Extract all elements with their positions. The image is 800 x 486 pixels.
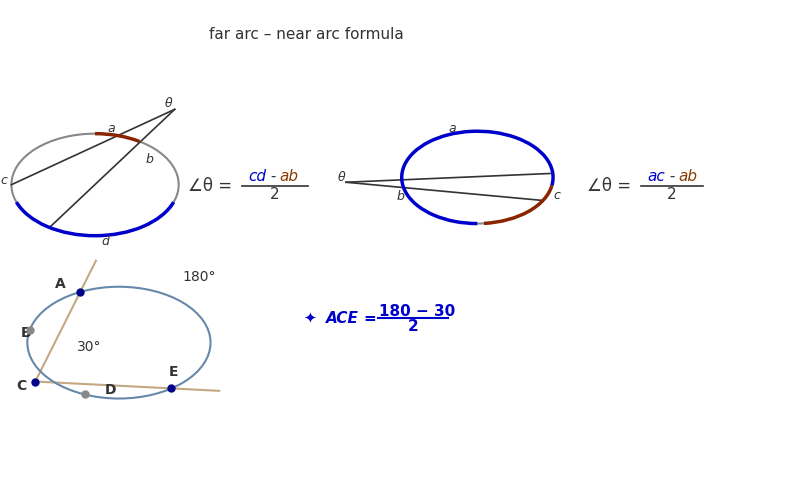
Text: θ: θ [165, 97, 172, 109]
Text: A: A [55, 278, 66, 291]
Text: ab: ab [678, 170, 697, 184]
Text: 2: 2 [407, 319, 418, 333]
Text: c: c [0, 174, 7, 187]
Text: a: a [107, 122, 114, 135]
Text: ∠θ =: ∠θ = [586, 176, 630, 195]
Text: 30°: 30° [78, 341, 102, 354]
Text: D: D [106, 383, 117, 397]
Text: d: d [102, 235, 110, 248]
Text: E: E [168, 365, 178, 379]
Text: 180°: 180° [182, 270, 216, 284]
Text: ac: ac [647, 170, 665, 184]
Text: -: - [665, 170, 680, 184]
Text: 180 − 30: 180 − 30 [379, 304, 456, 318]
Text: c: c [554, 190, 561, 202]
Text: ✦: ✦ [304, 311, 317, 326]
Text: a: a [448, 122, 456, 135]
Text: ACE: ACE [326, 311, 359, 326]
Text: ab: ab [280, 170, 299, 184]
Text: b: b [146, 153, 153, 166]
Text: 2: 2 [270, 187, 280, 202]
Text: B: B [21, 326, 31, 340]
Text: cd: cd [249, 170, 266, 184]
Text: b: b [396, 191, 404, 203]
Text: θ: θ [338, 171, 346, 184]
Text: =: = [363, 311, 376, 326]
Text: C: C [16, 380, 26, 393]
Text: 2: 2 [667, 187, 677, 202]
Text: -: - [266, 170, 282, 184]
Text: far arc – near arc formula: far arc – near arc formula [209, 27, 403, 41]
Text: ∠θ =: ∠θ = [188, 176, 232, 195]
